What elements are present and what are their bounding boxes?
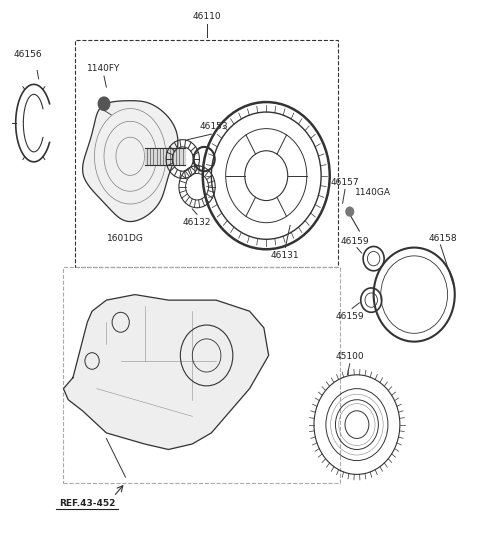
Text: REF.43-452: REF.43-452 [59,499,116,508]
Polygon shape [63,295,269,449]
Circle shape [346,207,354,216]
Text: 46132: 46132 [183,219,211,227]
Text: 1140FY: 1140FY [87,64,120,73]
Polygon shape [83,101,178,221]
Text: 45100: 45100 [336,352,364,361]
Text: 46153: 46153 [200,122,228,131]
Text: 46156: 46156 [13,51,42,59]
Text: 46159: 46159 [336,312,364,321]
Text: 46158: 46158 [429,234,457,243]
Text: 46131: 46131 [271,251,300,260]
Text: 1140GA: 1140GA [355,188,391,197]
Circle shape [98,97,110,111]
Text: 1601DG: 1601DG [107,234,144,243]
Text: 46110: 46110 [192,12,221,21]
Text: 46159: 46159 [340,237,369,246]
Text: 46157: 46157 [331,178,360,187]
